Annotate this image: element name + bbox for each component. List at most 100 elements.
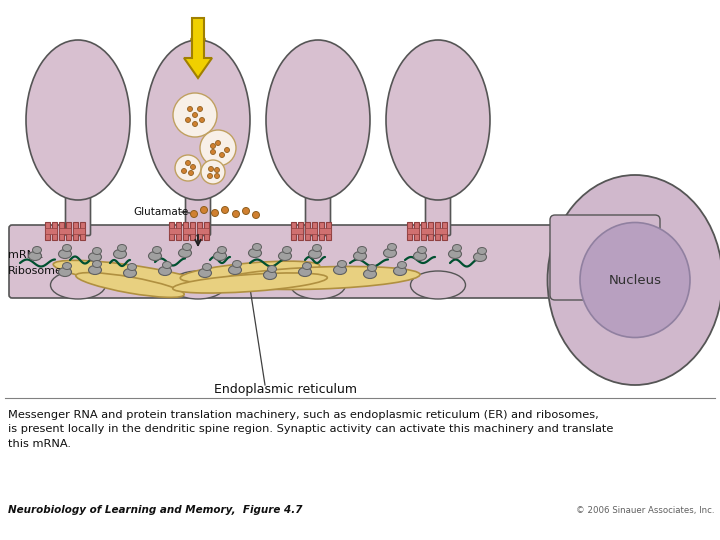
Ellipse shape — [386, 40, 490, 200]
Ellipse shape — [89, 253, 102, 261]
Bar — [326, 222, 331, 240]
Ellipse shape — [387, 244, 397, 251]
Ellipse shape — [233, 260, 241, 267]
Ellipse shape — [163, 261, 171, 268]
Ellipse shape — [26, 40, 130, 200]
Ellipse shape — [171, 271, 225, 299]
Ellipse shape — [299, 267, 312, 276]
Bar — [421, 222, 426, 240]
Ellipse shape — [364, 269, 377, 279]
Ellipse shape — [53, 260, 207, 289]
FancyBboxPatch shape — [426, 129, 451, 235]
Bar — [407, 228, 419, 234]
Ellipse shape — [76, 273, 184, 298]
Bar — [80, 222, 85, 240]
Bar — [305, 222, 310, 240]
Bar — [428, 222, 433, 240]
Ellipse shape — [210, 144, 215, 149]
Ellipse shape — [173, 273, 328, 293]
Ellipse shape — [197, 106, 202, 111]
Ellipse shape — [201, 160, 225, 184]
Bar — [291, 228, 303, 234]
Ellipse shape — [338, 260, 346, 267]
Bar — [204, 222, 209, 240]
Bar — [305, 228, 317, 234]
Bar — [59, 222, 64, 240]
Bar — [407, 222, 412, 240]
Ellipse shape — [29, 252, 42, 260]
Ellipse shape — [302, 262, 312, 269]
Text: Endoplasmic reticulum: Endoplasmic reticulum — [214, 383, 356, 396]
Ellipse shape — [209, 166, 214, 172]
Bar — [59, 228, 71, 234]
Text: Nucleus: Nucleus — [608, 273, 662, 287]
Ellipse shape — [199, 118, 204, 123]
Ellipse shape — [215, 140, 220, 145]
Ellipse shape — [180, 261, 320, 283]
Ellipse shape — [175, 155, 201, 181]
Ellipse shape — [148, 252, 161, 260]
Ellipse shape — [228, 266, 241, 274]
Ellipse shape — [308, 249, 322, 259]
Ellipse shape — [312, 245, 322, 252]
Ellipse shape — [191, 211, 197, 218]
Ellipse shape — [50, 271, 106, 299]
Ellipse shape — [225, 147, 230, 152]
Ellipse shape — [214, 252, 227, 260]
Bar — [197, 228, 209, 234]
Ellipse shape — [146, 40, 250, 200]
Ellipse shape — [282, 246, 292, 253]
Bar — [435, 228, 447, 234]
Ellipse shape — [179, 248, 192, 258]
Ellipse shape — [418, 246, 426, 253]
Ellipse shape — [117, 245, 127, 252]
Bar — [183, 228, 195, 234]
Ellipse shape — [384, 248, 397, 258]
Ellipse shape — [215, 173, 220, 179]
Ellipse shape — [253, 212, 259, 219]
Bar — [298, 222, 303, 240]
Bar — [52, 222, 57, 240]
Bar — [291, 222, 296, 240]
Ellipse shape — [92, 247, 102, 254]
FancyBboxPatch shape — [9, 225, 568, 298]
Bar — [190, 222, 195, 240]
Ellipse shape — [474, 253, 487, 261]
Bar — [435, 222, 440, 240]
Ellipse shape — [207, 173, 212, 179]
Ellipse shape — [200, 206, 207, 213]
Bar — [176, 222, 181, 240]
Bar — [45, 222, 50, 240]
Ellipse shape — [186, 118, 191, 123]
Text: Ribosome: Ribosome — [8, 266, 63, 276]
Ellipse shape — [220, 152, 225, 158]
Ellipse shape — [158, 267, 171, 275]
Ellipse shape — [477, 247, 487, 254]
Ellipse shape — [189, 171, 194, 176]
Ellipse shape — [173, 93, 217, 137]
Bar — [169, 222, 174, 240]
Bar — [312, 222, 317, 240]
Bar — [66, 222, 71, 240]
Ellipse shape — [127, 264, 137, 271]
Ellipse shape — [63, 262, 71, 269]
FancyBboxPatch shape — [550, 215, 660, 300]
Ellipse shape — [253, 244, 261, 251]
Ellipse shape — [220, 266, 420, 289]
Text: Neurobiology of Learning and Memory,  Figure 4.7: Neurobiology of Learning and Memory, Fig… — [8, 505, 302, 515]
Bar — [319, 228, 331, 234]
Ellipse shape — [192, 112, 197, 118]
Ellipse shape — [547, 175, 720, 385]
Ellipse shape — [266, 40, 370, 200]
Ellipse shape — [268, 266, 276, 273]
Ellipse shape — [32, 246, 42, 253]
FancyArrow shape — [184, 18, 212, 78]
Ellipse shape — [114, 249, 127, 259]
Ellipse shape — [222, 206, 228, 213]
Ellipse shape — [89, 266, 102, 274]
Ellipse shape — [279, 252, 292, 260]
Bar — [414, 222, 419, 240]
Bar — [183, 222, 188, 240]
Ellipse shape — [358, 246, 366, 253]
Ellipse shape — [124, 268, 137, 278]
